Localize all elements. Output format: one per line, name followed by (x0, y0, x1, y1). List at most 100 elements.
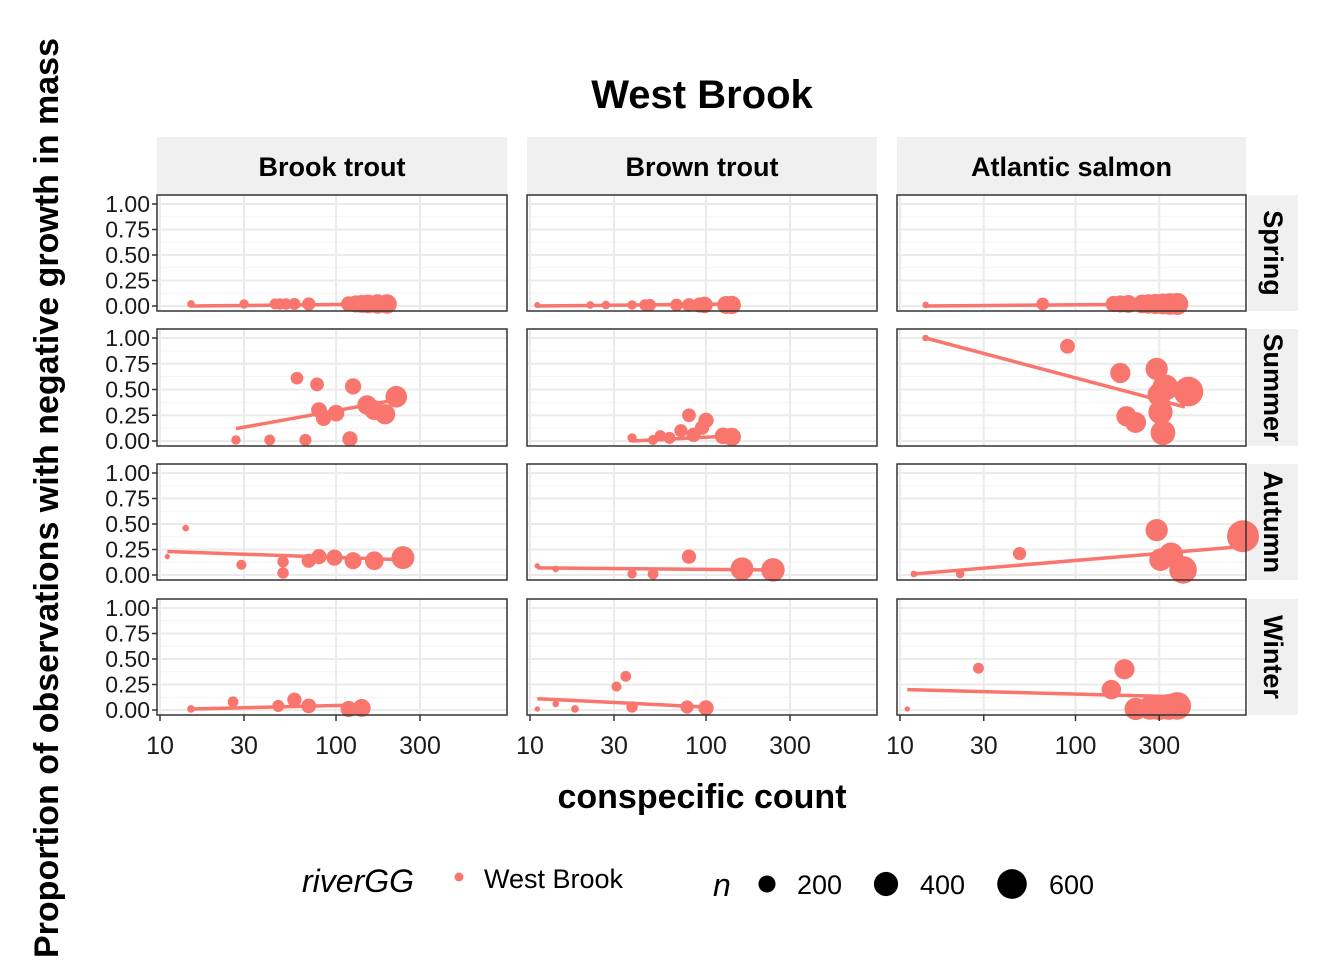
panel-background (527, 195, 877, 311)
data-point (1036, 297, 1050, 311)
column-label: Atlantic salmon (971, 152, 1172, 182)
data-point (681, 549, 697, 564)
data-point (327, 404, 345, 422)
y-tick-label: 0.00 (105, 562, 150, 588)
legend-color-label: West Brook (484, 864, 624, 894)
y-tick-label: 0.50 (105, 511, 150, 537)
data-point (164, 553, 170, 560)
data-point (682, 408, 696, 423)
x-tick-label: 30 (600, 732, 628, 760)
y-axis-title: Proportion of observations with negative… (28, 38, 66, 958)
y-tick-label: 1.00 (105, 191, 150, 217)
data-point (236, 559, 247, 570)
panel-border (896, 194, 1247, 312)
y-tick-label: 0.00 (105, 293, 150, 319)
panel-brown-trout-winter (526, 598, 878, 716)
legend-size-key (873, 871, 899, 897)
x-tick-label: 100 (315, 732, 357, 760)
fit-line (537, 697, 707, 709)
data-point (1012, 546, 1027, 561)
data-point (344, 552, 362, 570)
data-point (302, 297, 316, 311)
data-point (311, 548, 327, 565)
y-tick-label: 0.25 (105, 672, 150, 698)
data-point (698, 700, 714, 716)
y-tick-label: 1.00 (105, 460, 150, 486)
data-point (552, 565, 560, 573)
y-tick-label: 0.00 (105, 697, 150, 723)
data-point (586, 301, 595, 309)
data-point (626, 701, 638, 713)
panel-border (526, 463, 878, 581)
data-point (385, 385, 408, 408)
panel-border (526, 598, 878, 716)
row-label: Spring (1258, 210, 1288, 296)
panel-brown-trout-autumn (526, 463, 878, 582)
row-strip (1248, 329, 1298, 446)
data-point (391, 546, 415, 570)
data-point (364, 551, 384, 571)
panel-background (157, 195, 507, 311)
data-point (288, 297, 301, 311)
data-point (231, 435, 241, 445)
data-point (552, 700, 560, 708)
x-tick-label: 30 (230, 732, 258, 760)
panel-background (897, 195, 1246, 311)
panel-background (527, 599, 877, 715)
x-tick-label: 300 (399, 732, 441, 760)
data-point (272, 699, 285, 712)
data-point (1145, 518, 1168, 542)
data-point (290, 371, 304, 385)
data-point (696, 296, 713, 314)
data-point (342, 431, 358, 447)
panel-background (157, 329, 507, 446)
row-label: Winter (1258, 615, 1288, 699)
data-point (643, 298, 656, 312)
data-point (374, 404, 396, 425)
data-point (310, 377, 324, 392)
panel-border (156, 194, 508, 312)
panel-border (156, 328, 508, 447)
data-point (1227, 520, 1259, 553)
data-point (611, 681, 622, 692)
x-tick-label: 10 (146, 732, 174, 760)
panel-brook-trout-summer (156, 328, 508, 447)
y-tick-label: 0.25 (105, 402, 150, 428)
data-point (377, 294, 397, 314)
data-point (1060, 338, 1075, 354)
x-tick-label: 300 (1138, 732, 1180, 760)
data-point (647, 568, 659, 580)
data-point (301, 698, 317, 714)
data-point (922, 334, 929, 342)
data-point (910, 570, 918, 578)
y-tick-label: 1.00 (105, 325, 150, 351)
x-tick-label: 30 (970, 732, 998, 760)
data-point (682, 298, 696, 312)
panel-border (896, 598, 1247, 716)
data-point (326, 549, 343, 566)
y-tick-label: 0.50 (105, 242, 150, 268)
data-point (534, 706, 540, 712)
data-point (730, 557, 754, 581)
data-point (1110, 362, 1131, 384)
data-point (277, 567, 289, 579)
legend-size-label: 400 (920, 870, 965, 900)
data-point (264, 434, 276, 446)
data-point (277, 556, 289, 568)
data-point (680, 700, 694, 714)
row-strip (1248, 599, 1298, 715)
panel-border (526, 328, 878, 447)
y-tick-label: 0.25 (105, 537, 150, 563)
data-point (287, 692, 302, 707)
column-strip (157, 137, 507, 195)
data-point (239, 299, 249, 309)
fit-line (925, 336, 1186, 409)
data-point (904, 706, 910, 712)
legend-color-title: riverGG (302, 863, 414, 899)
y-tick-label: 0.50 (105, 646, 150, 672)
data-point (1125, 411, 1147, 433)
legend-size-label: 200 (797, 870, 842, 900)
data-point (1163, 692, 1192, 720)
legend-size-title: n (713, 867, 731, 903)
